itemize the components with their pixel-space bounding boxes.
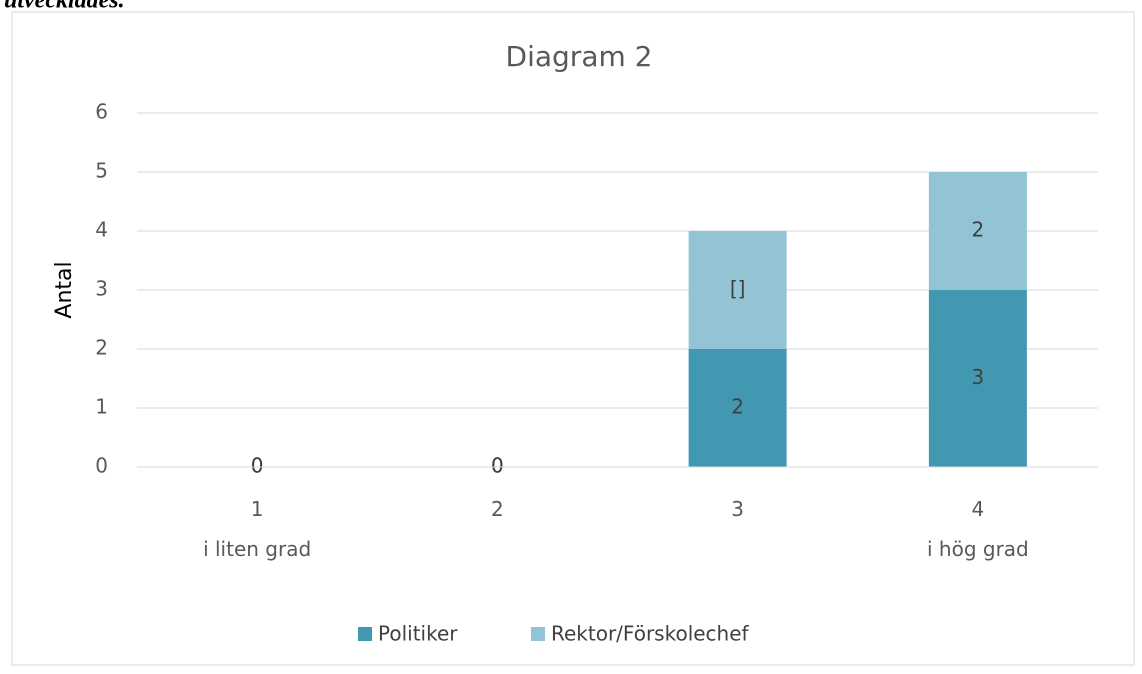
data-label: 0 <box>491 454 504 478</box>
chart-title: Diagram 2 <box>506 40 653 73</box>
y-tick-label: 2 <box>95 336 108 360</box>
x-tick-label: 3 <box>731 497 744 521</box>
y-tick-label: 4 <box>95 218 108 242</box>
y-tick-label: 1 <box>95 395 108 419</box>
x-tick-label: 2 <box>491 497 504 521</box>
y-tick-label: 5 <box>95 159 108 183</box>
x-tick-label-line: 4 <box>972 497 985 521</box>
x-tick-label-line: i liten grad <box>203 537 311 561</box>
x-tick-label: 1 i liten grad <box>203 497 311 561</box>
data-label: 3 <box>972 365 985 389</box>
data-label: 2 <box>731 395 744 419</box>
data-label: [] <box>730 277 746 301</box>
y-tick-label: 3 <box>95 277 108 301</box>
y-axis-label: Antal <box>52 261 77 318</box>
x-tick-label: 4 i hög grad <box>927 497 1029 561</box>
y-tick-label: 0 <box>95 454 108 478</box>
bar-segment <box>688 349 787 467</box>
y-tick-label: 6 <box>95 100 108 124</box>
data-label: 0 <box>251 454 264 478</box>
x-tick-label-line: i hög grad <box>927 537 1029 561</box>
data-label: 2 <box>972 218 985 242</box>
legend-label: Politiker <box>378 622 458 646</box>
bar-segment <box>928 172 1027 290</box>
data-label: 0 <box>251 454 264 478</box>
legend-swatch <box>531 627 545 641</box>
x-tick-label-line: 1 <box>251 497 264 521</box>
bar-segment <box>928 290 1027 467</box>
data-label: 0 <box>491 454 504 478</box>
x-tick-label-line: 2 <box>491 497 504 521</box>
bar-segment <box>688 231 787 349</box>
text-fragment: utvecklades. <box>4 0 125 14</box>
legend-label: Rektor/Förskolechef <box>551 622 750 646</box>
legend-swatch <box>358 627 372 641</box>
x-tick-label-line: 3 <box>731 497 744 521</box>
